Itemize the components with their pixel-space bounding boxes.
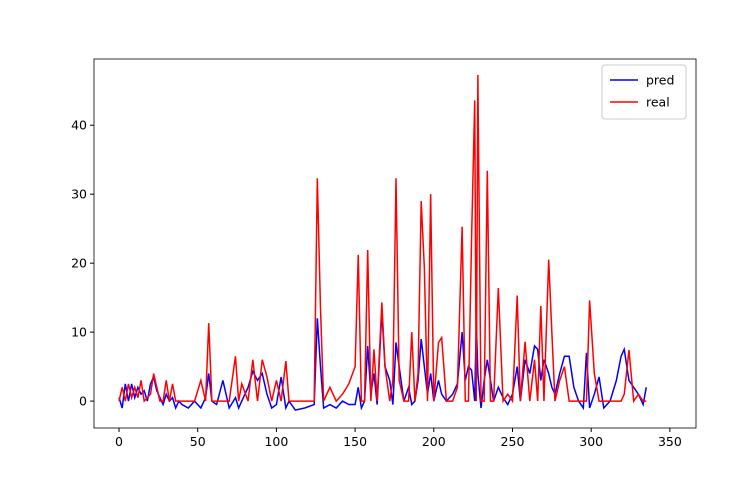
y-tick-label: 30 [71,187,87,202]
x-tick-label: 50 [190,434,206,449]
legend-label: pred [646,73,674,88]
x-tick-label: 0 [115,434,123,449]
y-tick-label: 0 [79,394,87,409]
x-tick-label: 350 [658,434,682,449]
legend-label: real [646,95,670,110]
y-tick-label: 10 [71,325,87,340]
plot-frame [93,58,697,429]
x-tick-label: 250 [501,434,525,449]
x-tick-label: 150 [343,434,367,449]
data-line [118,74,647,404]
legend-box [601,64,687,120]
data-line [118,311,648,411]
x-tick-label: 200 [422,434,446,449]
x-tick-label: 300 [579,434,603,449]
x-tick-label: 100 [264,434,288,449]
y-tick-label: 40 [71,118,87,133]
y-tick-label: 20 [71,256,87,271]
